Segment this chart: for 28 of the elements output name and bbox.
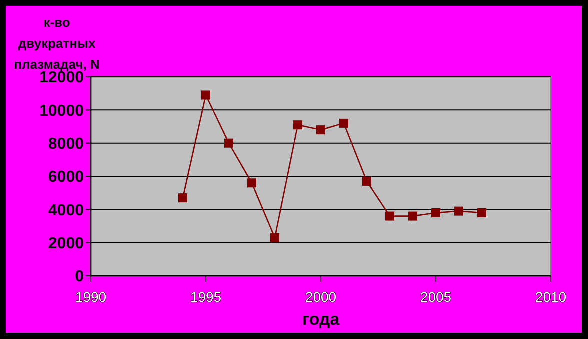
- point: [316, 126, 326, 135]
- point: [224, 138, 234, 148]
- point: [454, 206, 464, 216]
- point: [432, 208, 440, 218]
- y-tick-label: 8000: [48, 136, 84, 153]
- y-tick-label: 6000: [48, 169, 84, 186]
- point: [408, 212, 418, 221]
- x-tick-label: 1990: [75, 289, 107, 305]
- point: [386, 212, 394, 221]
- point: [362, 176, 372, 186]
- point: [202, 90, 210, 100]
- point: [478, 208, 486, 218]
- point: [178, 194, 188, 203]
- y-tick-label: 4000: [48, 202, 84, 220]
- x-tick-label: 1995: [190, 289, 222, 305]
- x-axis-title: года: [302, 310, 340, 329]
- y-tick-label: 10000: [40, 102, 84, 120]
- x-tick-label: 2000: [305, 289, 337, 305]
- y-axis-title: к-во двукратных плазмадач, N: [14, 15, 100, 72]
- point: [340, 118, 348, 128]
- x-tick-label: 2005: [420, 289, 452, 305]
- point: [270, 233, 280, 242]
- y-tick-label: 2000: [48, 235, 84, 252]
- y-tick-label: 0: [75, 268, 84, 286]
- point: [248, 178, 256, 188]
- y-tick-label: 12000: [40, 70, 84, 87]
- point: [294, 120, 302, 130]
- x-tick-label: 2010: [535, 289, 567, 305]
